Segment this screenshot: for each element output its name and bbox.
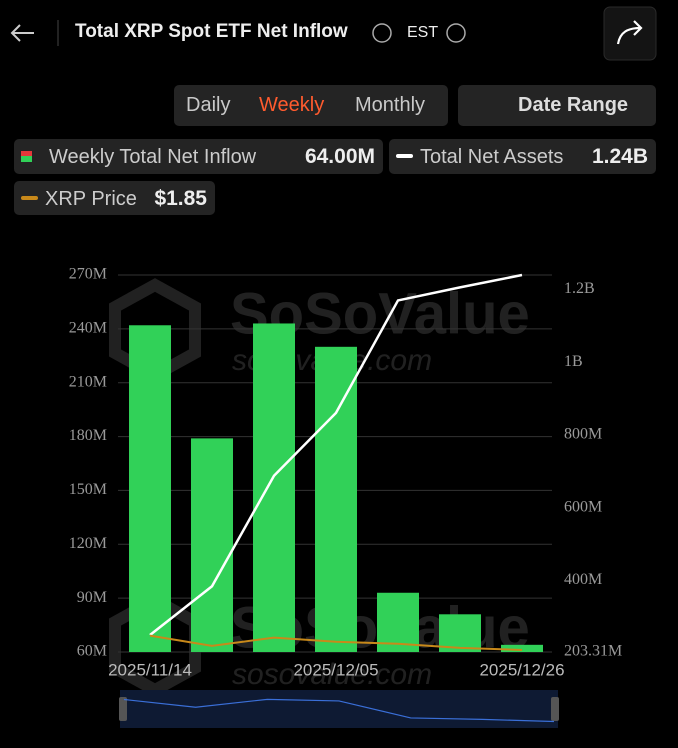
bar (439, 614, 481, 652)
legend-swatch (21, 196, 38, 200)
y-tick-label: 240M (69, 320, 107, 337)
legend-swatch (21, 156, 32, 162)
y-tick-label: 120M (69, 535, 107, 552)
bar (129, 325, 171, 652)
bar (253, 323, 295, 652)
legend-item[interactable] (389, 139, 656, 174)
y2-tick-label: 800M (564, 426, 602, 443)
watermark-site: sosovalue.com (232, 658, 432, 691)
bar (191, 438, 233, 652)
x-tick-label: 2025/11/14 (108, 660, 192, 679)
y2-tick-label: 203.31M (564, 643, 622, 660)
y2-tick-label: 1.2B (564, 280, 595, 297)
tab[interactable]: Weekly (259, 94, 325, 116)
legend-value: 64.00M (304, 145, 375, 168)
legend-value: $1.85 (154, 187, 207, 210)
timezone[interactable]: EST (407, 24, 439, 41)
navigator-handle[interactable] (551, 697, 559, 721)
legend-label: Total Net Assets (420, 146, 564, 168)
navigator[interactable] (120, 690, 558, 728)
bar (315, 346, 357, 652)
y2-tick-label: 600M (564, 498, 602, 515)
interval-tabs (174, 85, 448, 126)
share-icon (616, 20, 643, 45)
legend-item[interactable] (14, 181, 215, 215)
y-tick-label: 90M (77, 589, 107, 606)
x-tick-label: 2025/12/26 (479, 660, 564, 679)
y-tick-label: 150M (69, 481, 107, 498)
legend-swatch (396, 154, 413, 158)
share-button[interactable] (603, 6, 657, 61)
back-arrow[interactable] (10, 24, 34, 42)
legend-item[interactable] (14, 139, 383, 174)
bar (377, 592, 419, 652)
line (149, 273, 523, 637)
line (149, 634, 523, 651)
legend-value: 1.24B (591, 145, 648, 168)
info-icon[interactable] (372, 23, 392, 43)
y-tick-label: 180M (69, 427, 107, 444)
legend-swatch (21, 151, 32, 156)
navigator-handle[interactable] (119, 697, 127, 721)
tab[interactable]: Monthly (355, 94, 426, 116)
date-range-label: Date Range (518, 94, 629, 116)
y2-tick-label: 1B (564, 353, 583, 370)
navigator-line (123, 698, 555, 723)
legend-label: XRP Price (45, 188, 137, 210)
y2-tick-label: 400M (564, 571, 602, 588)
title: Total XRP Spot ETF Net Inflow (75, 21, 348, 42)
y-tick-label: 270M (69, 266, 107, 283)
y-tick-label: 60M (77, 643, 107, 660)
tab[interactable]: Daily (186, 94, 231, 116)
x-tick-label: 2025/12/05 (293, 660, 378, 679)
info-icon[interactable] (446, 23, 466, 43)
legend-label: Weekly Total Net Inflow (49, 146, 257, 168)
bar (501, 644, 543, 652)
y-tick-label: 210M (69, 373, 107, 390)
date-range-button[interactable] (458, 85, 656, 126)
